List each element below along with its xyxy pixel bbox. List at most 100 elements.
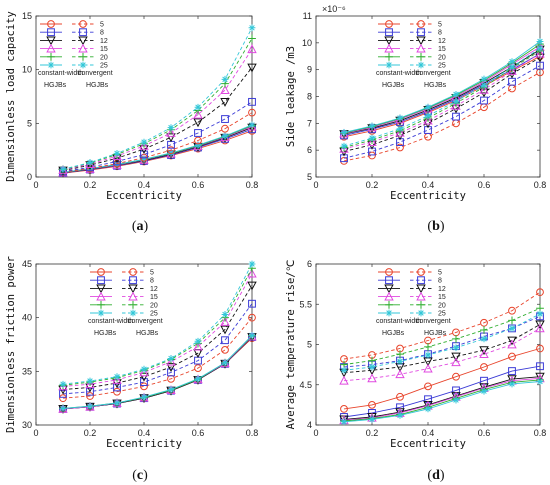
data-point: [368, 151, 376, 160]
legend-marker: [384, 43, 394, 53]
series-constant-width-5: [340, 344, 544, 413]
data-point: [221, 345, 229, 354]
data-point-shape: [507, 339, 517, 349]
legend-entry-label: 12: [438, 38, 446, 45]
legend-marker: [97, 300, 105, 309]
data-point-shape: [140, 365, 148, 373]
data-point: [395, 127, 405, 137]
legend-entry-label: 25: [100, 63, 108, 70]
data-point-shape: [396, 125, 404, 133]
series-line: [343, 379, 541, 422]
legend-marker-shape: [416, 43, 426, 53]
legend-marker-shape: [129, 300, 137, 309]
plot-area: [35, 15, 253, 178]
data-point-shape: [113, 149, 121, 157]
data-point-shape: [59, 380, 67, 388]
panel-label-part: a: [137, 219, 144, 234]
data-point: [424, 351, 432, 359]
data-point-shape: [86, 377, 94, 385]
data-point-shape: [424, 103, 432, 111]
panel-label-part: c: [137, 468, 143, 483]
data-point: [367, 137, 377, 147]
data-point-shape: [480, 387, 488, 395]
legend-marker-shape: [417, 300, 425, 309]
data-point: [59, 389, 67, 398]
data-point: [194, 129, 202, 137]
data-point: [507, 339, 517, 349]
series-line: [343, 53, 541, 136]
data-point-shape: [248, 34, 256, 43]
data-point-shape: [508, 306, 516, 315]
series-line: [343, 47, 541, 147]
legend-group-label: HGJBs: [86, 82, 109, 89]
data-point-shape: [508, 380, 516, 388]
data-point-shape: [536, 378, 544, 385]
data-point-shape: [59, 165, 67, 173]
data-point-shape: [248, 97, 256, 106]
data-point-shape: [396, 143, 404, 152]
data-point: [368, 400, 376, 409]
data-point-shape: [167, 124, 175, 132]
data-point: [86, 402, 94, 410]
legend-entry-label: 25: [438, 63, 446, 70]
x-tick-label: 0.2: [84, 428, 97, 438]
data-point: [396, 125, 404, 133]
data-point-shape: [140, 378, 148, 386]
data-point: [113, 399, 121, 407]
data-point-shape: [452, 97, 460, 105]
series-line: [343, 57, 541, 152]
data-point: [139, 367, 149, 377]
data-point: [480, 75, 488, 83]
data-point: [194, 141, 202, 149]
data-point: [536, 288, 544, 297]
data-point-shape: [194, 364, 202, 373]
y-tick-label: 9: [307, 65, 312, 75]
legend-marker-shape: [417, 276, 425, 285]
data-point: [508, 352, 516, 361]
data-point: [59, 380, 67, 388]
y-tick-label: 30: [22, 420, 32, 430]
legend-entry-label: 5: [438, 270, 442, 277]
legend-marker: [47, 20, 55, 28]
data-point: [395, 369, 405, 379]
data-point: [140, 393, 148, 401]
legend-marker: [128, 284, 138, 294]
data-point-shape: [452, 372, 460, 381]
legend-marker-shape: [78, 43, 88, 53]
y-axis-label: Dimensionless friction power: [5, 256, 17, 433]
data-point-shape: [535, 320, 545, 330]
legend-group-label: constant-width: [38, 70, 83, 77]
y-tick-label: 4.5: [299, 380, 312, 390]
legend-marker: [128, 291, 138, 301]
data-point-shape: [396, 358, 404, 365]
y-tick-label: 5.5: [299, 299, 312, 309]
legend-marker: [416, 291, 426, 301]
data-point: [140, 138, 148, 146]
data-point: [221, 115, 229, 123]
x-tick-label: 0.4: [422, 180, 435, 190]
legend-marker: [417, 268, 425, 276]
data-point-shape: [221, 345, 229, 354]
legend-marker: [78, 43, 88, 53]
data-point-shape: [508, 63, 516, 71]
data-point-shape: [508, 352, 516, 361]
data-point: [86, 387, 94, 396]
data-point: [248, 108, 256, 117]
data-point-shape: [248, 108, 256, 117]
x-axis-label: Eccentricity: [106, 190, 182, 202]
series-line: [62, 49, 253, 171]
x-tick-label: 0.4: [138, 180, 151, 190]
data-point: [86, 159, 94, 166]
data-point: [452, 97, 460, 105]
data-point-shape: [166, 128, 176, 137]
legend-group-label: HGJBs: [424, 330, 447, 337]
data-point: [194, 103, 202, 111]
legend-marker-shape: [47, 61, 55, 69]
data-point: [166, 128, 176, 137]
panel-label-part: b: [432, 219, 440, 234]
data-point: [247, 63, 257, 73]
legend-marker: [417, 52, 425, 61]
data-point: [166, 356, 176, 366]
data-point-shape: [221, 359, 229, 367]
